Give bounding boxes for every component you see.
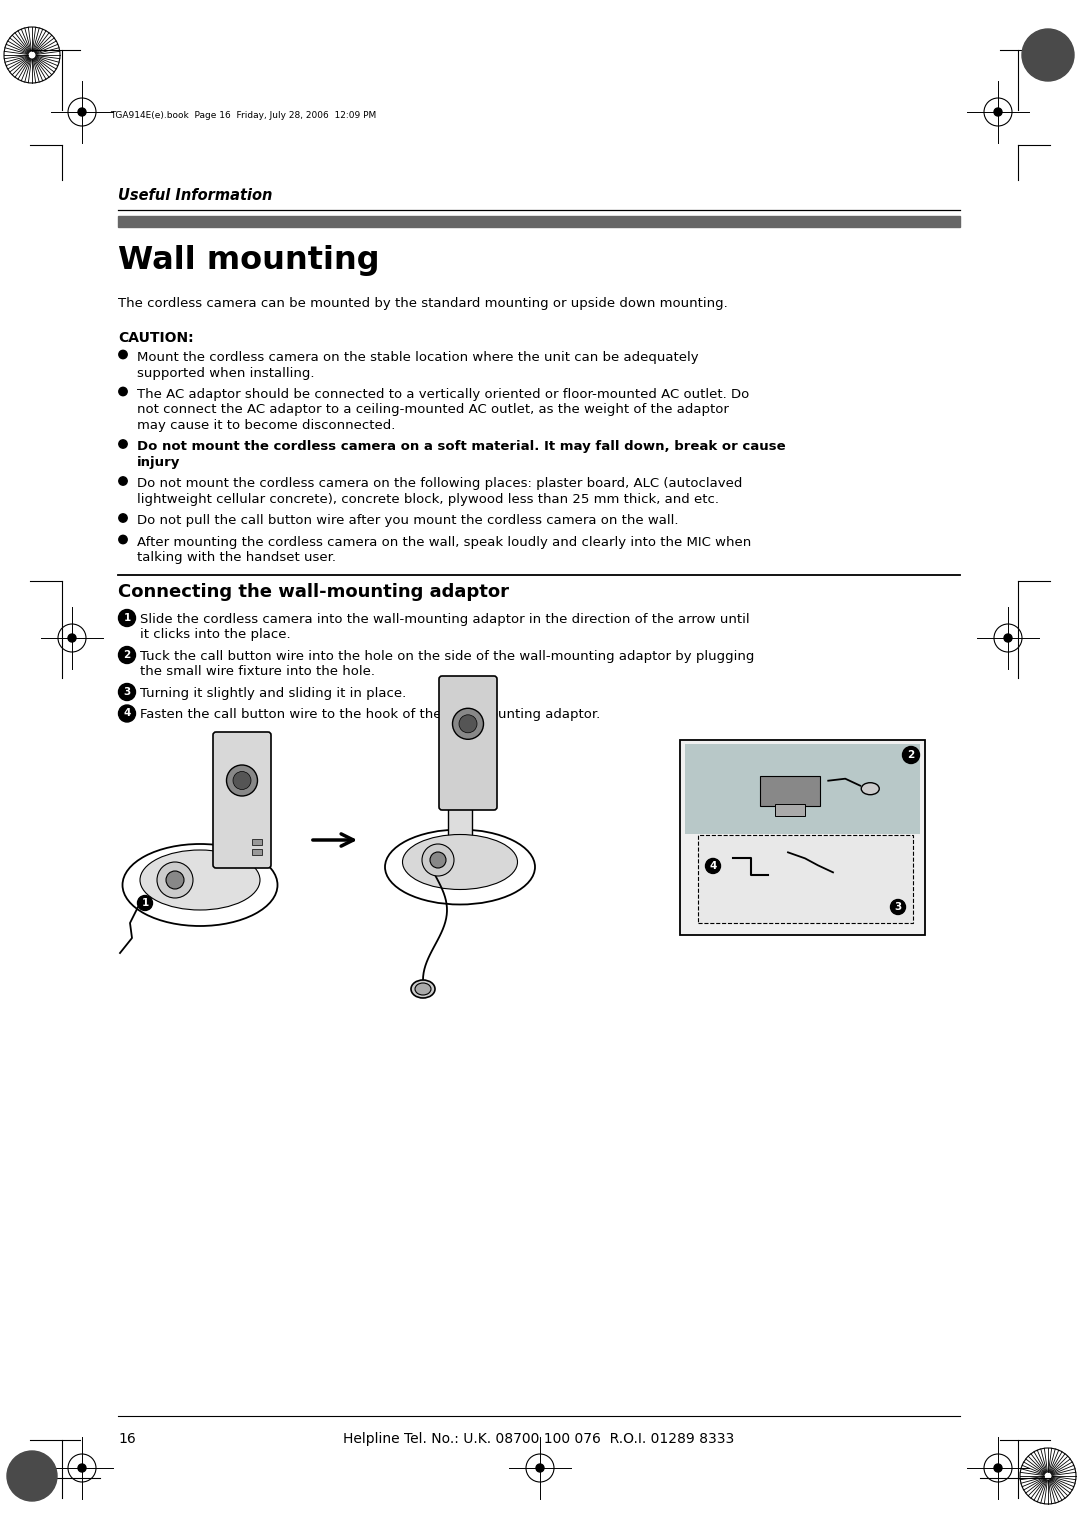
Text: 4: 4 (710, 860, 717, 871)
Ellipse shape (384, 830, 535, 905)
Circle shape (422, 843, 454, 876)
Circle shape (68, 634, 76, 642)
Circle shape (119, 646, 135, 663)
Circle shape (1022, 29, 1074, 81)
Ellipse shape (122, 843, 278, 926)
Text: Do not mount the cordless camera on the following places: plaster board, ALC (au: Do not mount the cordless camera on the … (137, 477, 742, 490)
Circle shape (119, 440, 127, 448)
Text: Mount the cordless camera on the stable location where the unit can be adequatel: Mount the cordless camera on the stable … (137, 351, 699, 364)
Text: Wall mounting: Wall mounting (118, 244, 380, 277)
Circle shape (459, 715, 477, 733)
Bar (685, 744, 920, 834)
Text: Turning it slightly and sliding it in place.: Turning it slightly and sliding it in pl… (140, 688, 406, 700)
Text: Connecting the wall-mounting adaptor: Connecting the wall-mounting adaptor (118, 584, 509, 601)
Circle shape (119, 477, 127, 486)
Ellipse shape (415, 983, 431, 995)
Text: Helpline Tel. No.: U.K. 08700 100 076  R.O.I. 01289 8333: Helpline Tel. No.: U.K. 08700 100 076 R.… (343, 1432, 734, 1445)
Circle shape (891, 900, 905, 914)
Circle shape (119, 683, 135, 700)
Text: it clicks into the place.: it clicks into the place. (140, 628, 291, 642)
Bar (680, 740, 924, 935)
Text: 2: 2 (907, 750, 915, 759)
FancyBboxPatch shape (438, 675, 497, 810)
Text: supported when installing.: supported when installing. (137, 367, 314, 379)
Text: injury: injury (137, 455, 180, 469)
Bar (760, 776, 820, 805)
Circle shape (157, 862, 193, 898)
Text: 3: 3 (123, 688, 131, 697)
Bar (252, 850, 262, 856)
Text: the small wire fixture into the hole.: the small wire fixture into the hole. (140, 666, 375, 678)
Circle shape (119, 535, 127, 544)
Circle shape (994, 1464, 1002, 1471)
FancyBboxPatch shape (213, 732, 271, 868)
Text: CAUTION:: CAUTION: (118, 332, 193, 345)
Circle shape (119, 704, 135, 723)
Text: 1: 1 (141, 898, 149, 908)
Bar (775, 804, 806, 816)
Text: Useful Information: Useful Information (118, 188, 272, 203)
Text: talking with the handset user.: talking with the handset user. (137, 552, 336, 564)
Circle shape (227, 766, 257, 796)
Text: may cause it to become disconnected.: may cause it to become disconnected. (137, 419, 395, 432)
Bar (252, 839, 262, 845)
Ellipse shape (403, 834, 517, 889)
Circle shape (994, 108, 1002, 116)
Bar (448, 798, 472, 866)
Circle shape (119, 610, 135, 626)
Ellipse shape (140, 850, 260, 911)
Text: Tuck the call button wire into the hole on the side of the wall-mounting adaptor: Tuck the call button wire into the hole … (140, 649, 754, 663)
Bar (118, 215, 960, 228)
Bar (698, 836, 913, 923)
Circle shape (536, 1464, 544, 1471)
Circle shape (453, 709, 484, 740)
Text: 4: 4 (123, 709, 131, 718)
Circle shape (430, 853, 446, 868)
Text: 16: 16 (118, 1432, 136, 1445)
Circle shape (78, 108, 86, 116)
Text: TGA914E(e).book  Page 16  Friday, July 28, 2006  12:09 PM: TGA914E(e).book Page 16 Friday, July 28,… (110, 110, 376, 119)
Text: The cordless camera can be mounted by the standard mounting or upside down mount: The cordless camera can be mounted by th… (118, 296, 728, 310)
Circle shape (233, 772, 251, 790)
Text: not connect the AC adaptor to a ceiling-mounted AC outlet, as the weight of the : not connect the AC adaptor to a ceiling-… (137, 403, 729, 417)
Text: After mounting the cordless camera on the wall, speak loudly and clearly into th: After mounting the cordless camera on th… (137, 536, 752, 549)
Circle shape (903, 747, 919, 764)
Circle shape (137, 895, 152, 911)
Ellipse shape (411, 979, 435, 998)
Text: 3: 3 (894, 902, 902, 912)
Text: Do not mount the cordless camera on a soft material. It may fall down, break or : Do not mount the cordless camera on a so… (137, 440, 785, 454)
Circle shape (119, 387, 127, 396)
Circle shape (166, 871, 184, 889)
Text: 2: 2 (123, 649, 131, 660)
Text: The AC adaptor should be connected to a vertically oriented or floor-mounted AC : The AC adaptor should be connected to a … (137, 388, 750, 400)
Circle shape (119, 350, 127, 359)
Ellipse shape (861, 782, 879, 795)
Text: Do not pull the call button wire after you mount the cordless camera on the wall: Do not pull the call button wire after y… (137, 515, 678, 527)
Circle shape (1004, 634, 1012, 642)
Circle shape (6, 1452, 57, 1500)
Text: Slide the cordless camera into the wall-mounting adaptor in the direction of the: Slide the cordless camera into the wall-… (140, 613, 750, 626)
Text: Fasten the call button wire to the hook of the wall-mounting adaptor.: Fasten the call button wire to the hook … (140, 709, 600, 721)
Circle shape (119, 513, 127, 523)
Circle shape (78, 1464, 86, 1471)
Text: lightweight cellular concrete), concrete block, plywood less than 25 mm thick, a: lightweight cellular concrete), concrete… (137, 494, 719, 506)
Circle shape (705, 859, 720, 874)
Text: 1: 1 (123, 613, 131, 623)
